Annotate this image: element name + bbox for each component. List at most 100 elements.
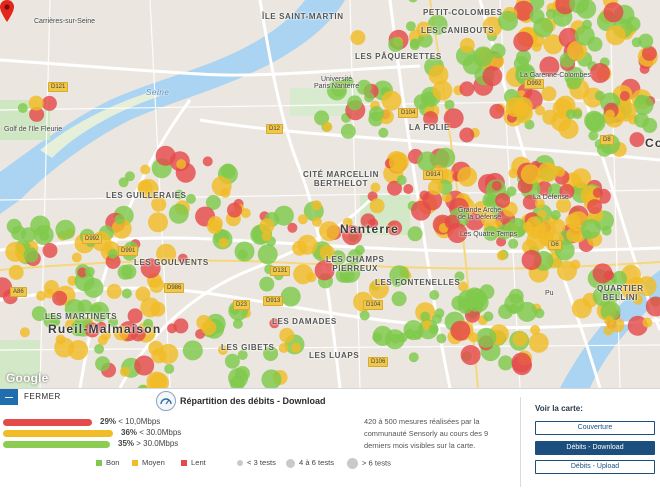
measurement-dot[interactable]: [571, 298, 592, 319]
measurement-dot[interactable]: [127, 308, 143, 324]
measurement-dot[interactable]: [543, 34, 564, 55]
measurement-dot[interactable]: [511, 352, 532, 373]
measurement-dot[interactable]: [155, 145, 176, 166]
measurement-dot[interactable]: [411, 200, 431, 221]
measurement-dot[interactable]: [314, 110, 330, 126]
measurement-dot[interactable]: [237, 249, 248, 260]
measurement-dot[interactable]: [113, 325, 129, 341]
measurement-dot[interactable]: [350, 30, 366, 46]
measurement-dot[interactable]: [580, 218, 601, 239]
measurement-dot[interactable]: [20, 227, 36, 243]
measurement-dot[interactable]: [114, 214, 125, 225]
measurement-dot[interactable]: [592, 187, 603, 198]
measurement-dot[interactable]: [287, 222, 298, 233]
measurement-dot[interactable]: [459, 37, 475, 53]
measurement-dot[interactable]: [427, 180, 443, 196]
measurement-dot[interactable]: [220, 163, 236, 179]
measurement-dot[interactable]: [23, 247, 39, 263]
measurement-dot[interactable]: [604, 315, 615, 326]
measurement-dot[interactable]: [182, 340, 203, 361]
measurement-dot[interactable]: [370, 182, 381, 193]
measurement-dot[interactable]: [140, 297, 161, 318]
measurement-dot[interactable]: [269, 318, 280, 329]
measurement-dot[interactable]: [423, 111, 439, 127]
measurement-dot[interactable]: [450, 320, 471, 341]
measurement-dot[interactable]: [259, 276, 275, 292]
measurement-dot[interactable]: [19, 327, 30, 338]
measurement-dot[interactable]: [556, 197, 572, 213]
measurement-dot[interactable]: [384, 329, 405, 350]
measurement-dot[interactable]: [84, 322, 100, 338]
measurement-dot[interactable]: [28, 95, 44, 111]
measurement-dot[interactable]: [117, 264, 133, 280]
measurement-dot[interactable]: [388, 37, 404, 53]
measurement-dot[interactable]: [537, 162, 558, 182]
measurement-dot[interactable]: [569, 0, 590, 14]
location-pin-icon[interactable]: [0, 0, 14, 22]
measurement-dot[interactable]: [605, 25, 626, 46]
measurement-dot[interactable]: [168, 203, 189, 224]
measurement-dot[interactable]: [528, 332, 549, 353]
measurement-dot[interactable]: [156, 243, 177, 264]
measurement-dot[interactable]: [483, 225, 499, 241]
measurement-dot[interactable]: [387, 180, 402, 196]
measurement-dot[interactable]: [240, 208, 251, 219]
measurement-dot[interactable]: [482, 66, 503, 87]
measurement-dot[interactable]: [354, 245, 365, 255]
measurement-dot[interactable]: [403, 320, 424, 341]
measurement-dot[interactable]: [407, 226, 423, 242]
measurement-dot[interactable]: [237, 350, 248, 360]
measurement-dot[interactable]: [480, 211, 496, 227]
measurement-dot[interactable]: [531, 41, 542, 52]
measurement-dot[interactable]: [513, 31, 534, 52]
measurement-dot[interactable]: [83, 277, 104, 298]
measurement-dot[interactable]: [565, 109, 576, 120]
measurement-dot[interactable]: [483, 311, 494, 322]
measurement-dot[interactable]: [567, 40, 588, 61]
measurement-dot[interactable]: [174, 189, 185, 200]
measurement-dot[interactable]: [369, 198, 385, 214]
measurement-dot[interactable]: [36, 290, 47, 301]
measurement-dot[interactable]: [642, 317, 653, 328]
measurement-dot[interactable]: [140, 258, 161, 279]
measurement-dot[interactable]: [403, 184, 414, 194]
measurement-dot[interactable]: [68, 340, 89, 360]
measurement-dot[interactable]: [512, 331, 528, 347]
measurement-dot[interactable]: [391, 291, 407, 307]
measurement-dot[interactable]: [631, 37, 642, 48]
measurement-dot[interactable]: [396, 175, 407, 186]
measurement-dot[interactable]: [559, 183, 575, 199]
measurement-dot[interactable]: [185, 193, 196, 204]
measurement-dot[interactable]: [173, 318, 189, 334]
measurement-dot[interactable]: [218, 237, 229, 248]
measurement-dot[interactable]: [94, 344, 105, 354]
measurement-dot[interactable]: [555, 166, 566, 177]
measurement-dot[interactable]: [140, 164, 151, 175]
measurement-dot[interactable]: [342, 225, 362, 246]
measurement-dot[interactable]: [148, 340, 164, 356]
measurement-dot[interactable]: [454, 271, 465, 282]
measurement-dot[interactable]: [434, 308, 445, 319]
measurement-dot[interactable]: [220, 187, 231, 198]
measurement-dot[interactable]: [151, 196, 167, 212]
measurement-dot[interactable]: [574, 25, 595, 46]
measurement-dot[interactable]: [359, 310, 370, 321]
measurement-dot[interactable]: [521, 250, 542, 270]
measurement-dot[interactable]: [257, 244, 278, 265]
measurement-dot[interactable]: [427, 14, 448, 35]
measurement-dot[interactable]: [135, 286, 151, 302]
measurement-dot[interactable]: [227, 202, 242, 218]
measurement-dot[interactable]: [539, 56, 560, 77]
measurement-dot[interactable]: [441, 192, 452, 203]
measurement-dot[interactable]: [457, 166, 478, 187]
measurement-dot[interactable]: [547, 183, 563, 199]
measurement-dot[interactable]: [205, 195, 221, 210]
measurement-dot[interactable]: [496, 224, 512, 240]
measurement-dot[interactable]: [416, 21, 432, 37]
measurement-dot[interactable]: [261, 231, 272, 242]
measurement-dot[interactable]: [496, 250, 507, 261]
measurement-dot[interactable]: [566, 227, 582, 243]
measurement-dot[interactable]: [459, 127, 475, 143]
measurement-dot[interactable]: [443, 108, 464, 129]
measurement-dot[interactable]: [435, 147, 456, 168]
